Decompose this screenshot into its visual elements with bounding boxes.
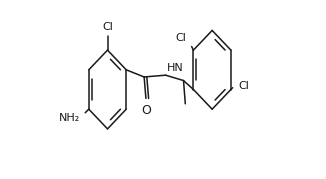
Text: Cl: Cl [238, 81, 249, 91]
Text: Cl: Cl [102, 22, 113, 32]
Text: NH₂: NH₂ [59, 113, 80, 123]
Text: Cl: Cl [175, 33, 186, 43]
Text: O: O [141, 104, 151, 117]
Text: HN: HN [167, 63, 183, 73]
